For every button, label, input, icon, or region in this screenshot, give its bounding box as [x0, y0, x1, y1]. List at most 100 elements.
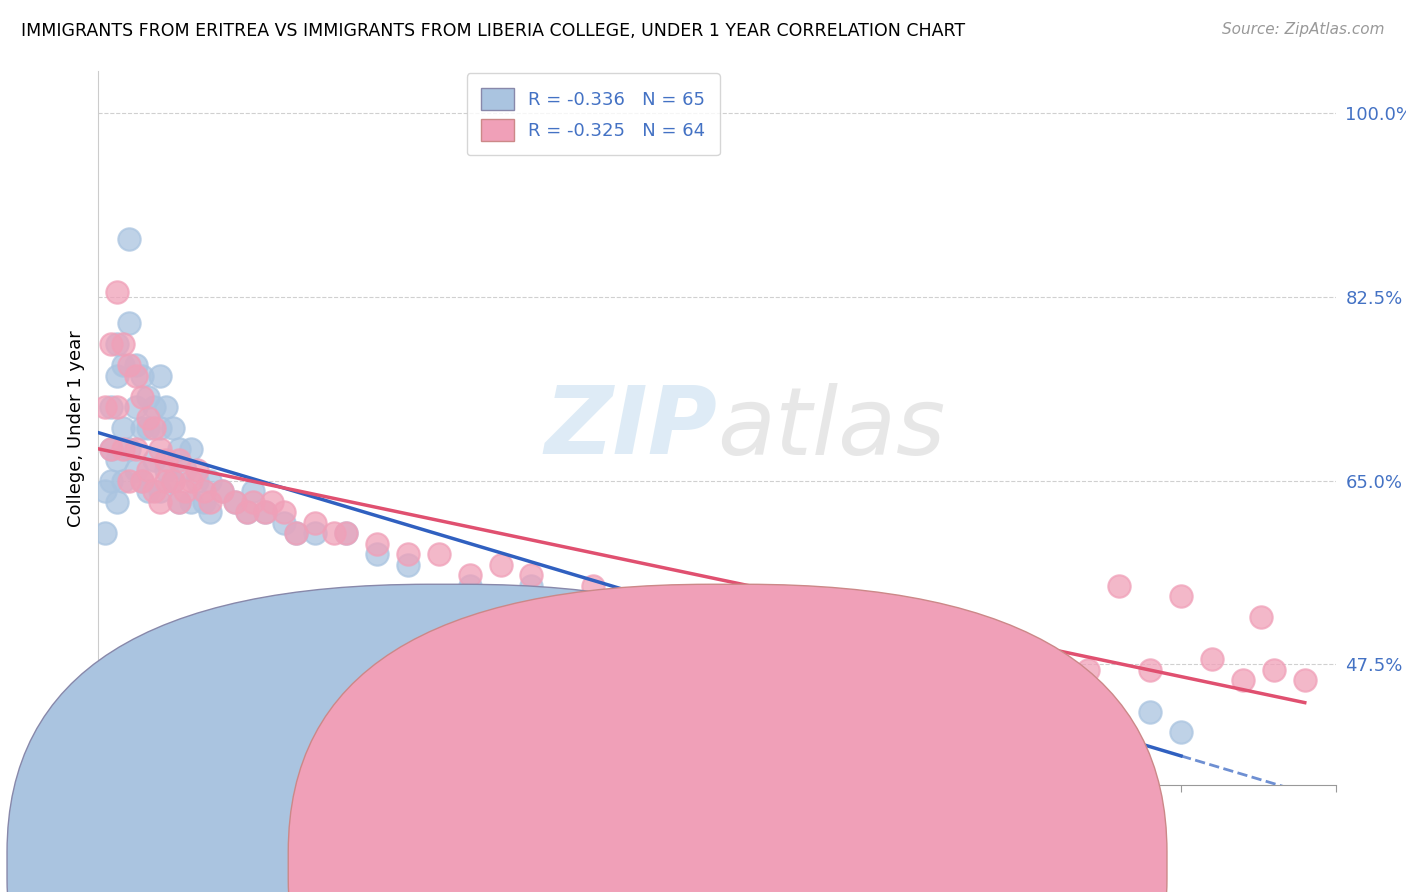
- Text: ZIP: ZIP: [544, 382, 717, 475]
- Point: [174, 463, 197, 477]
- Point: [155, 452, 177, 467]
- Point: [198, 505, 221, 519]
- Point: [143, 421, 166, 435]
- Point: [396, 558, 419, 572]
- Point: [675, 610, 697, 624]
- Point: [1294, 673, 1316, 687]
- Point: [136, 463, 159, 477]
- Point: [105, 337, 128, 351]
- Point: [143, 400, 166, 414]
- Point: [136, 410, 159, 425]
- Point: [1139, 663, 1161, 677]
- Point: [1232, 673, 1254, 687]
- Point: [489, 558, 512, 572]
- Point: [193, 484, 215, 499]
- Text: IMMIGRANTS FROM ERITREA VS IMMIGRANTS FROM LIBERIA COLLEGE, UNDER 1 YEAR CORRELA: IMMIGRANTS FROM ERITREA VS IMMIGRANTS FR…: [21, 22, 965, 40]
- Point: [304, 526, 326, 541]
- Point: [427, 547, 450, 561]
- Text: Immigrants from Eritrea: Immigrants from Eritrea: [468, 856, 685, 874]
- Point: [520, 578, 543, 592]
- Point: [193, 494, 215, 508]
- Point: [366, 547, 388, 561]
- Point: [180, 494, 202, 508]
- Point: [118, 358, 141, 372]
- Point: [174, 484, 197, 499]
- Point: [118, 316, 141, 330]
- Point: [105, 368, 128, 383]
- Point: [211, 484, 233, 499]
- Point: [891, 641, 914, 656]
- Point: [211, 484, 233, 499]
- Point: [891, 652, 914, 666]
- Point: [112, 421, 135, 435]
- Point: [582, 599, 605, 614]
- Point: [322, 526, 344, 541]
- Legend: R = -0.336   N = 65, R = -0.325   N = 64: R = -0.336 N = 65, R = -0.325 N = 64: [467, 73, 720, 155]
- Point: [149, 484, 172, 499]
- Point: [198, 494, 221, 508]
- Point: [520, 568, 543, 582]
- Point: [242, 484, 264, 499]
- Point: [149, 442, 172, 457]
- Point: [180, 474, 202, 488]
- Point: [143, 484, 166, 499]
- Point: [124, 463, 146, 477]
- Point: [93, 484, 115, 499]
- Point: [396, 547, 419, 561]
- Point: [224, 494, 246, 508]
- Point: [162, 474, 184, 488]
- Point: [136, 484, 159, 499]
- Point: [131, 474, 153, 488]
- Point: [186, 463, 208, 477]
- Point: [1077, 663, 1099, 677]
- Point: [1077, 694, 1099, 708]
- Point: [335, 526, 357, 541]
- Point: [180, 442, 202, 457]
- Text: Immigrants from Liberia: Immigrants from Liberia: [749, 856, 967, 874]
- Point: [100, 400, 122, 414]
- Point: [285, 526, 308, 541]
- Point: [149, 421, 172, 435]
- Point: [131, 421, 153, 435]
- Point: [706, 610, 728, 624]
- Point: [198, 474, 221, 488]
- Point: [458, 568, 481, 582]
- Text: Source: ZipAtlas.com: Source: ZipAtlas.com: [1222, 22, 1385, 37]
- Point: [112, 474, 135, 488]
- Point: [131, 474, 153, 488]
- Point: [162, 421, 184, 435]
- Point: [155, 463, 177, 477]
- Point: [285, 526, 308, 541]
- Point: [186, 474, 208, 488]
- Point: [124, 358, 146, 372]
- Point: [105, 285, 128, 299]
- Point: [366, 536, 388, 550]
- Point: [100, 474, 122, 488]
- Point: [242, 494, 264, 508]
- Point: [830, 652, 852, 666]
- Point: [149, 494, 172, 508]
- Point: [582, 578, 605, 592]
- Point: [118, 232, 141, 246]
- Point: [167, 452, 190, 467]
- Point: [644, 599, 666, 614]
- Point: [112, 442, 135, 457]
- Point: [112, 337, 135, 351]
- Point: [155, 474, 177, 488]
- Point: [167, 494, 190, 508]
- Point: [100, 337, 122, 351]
- Point: [1015, 683, 1038, 698]
- Point: [131, 368, 153, 383]
- Point: [335, 526, 357, 541]
- Point: [124, 368, 146, 383]
- Point: [830, 631, 852, 645]
- Point: [143, 452, 166, 467]
- Point: [1201, 652, 1223, 666]
- Point: [124, 442, 146, 457]
- Point: [131, 390, 153, 404]
- Point: [100, 442, 122, 457]
- Point: [273, 505, 295, 519]
- Point: [105, 452, 128, 467]
- Point: [1139, 705, 1161, 719]
- Point: [105, 494, 128, 508]
